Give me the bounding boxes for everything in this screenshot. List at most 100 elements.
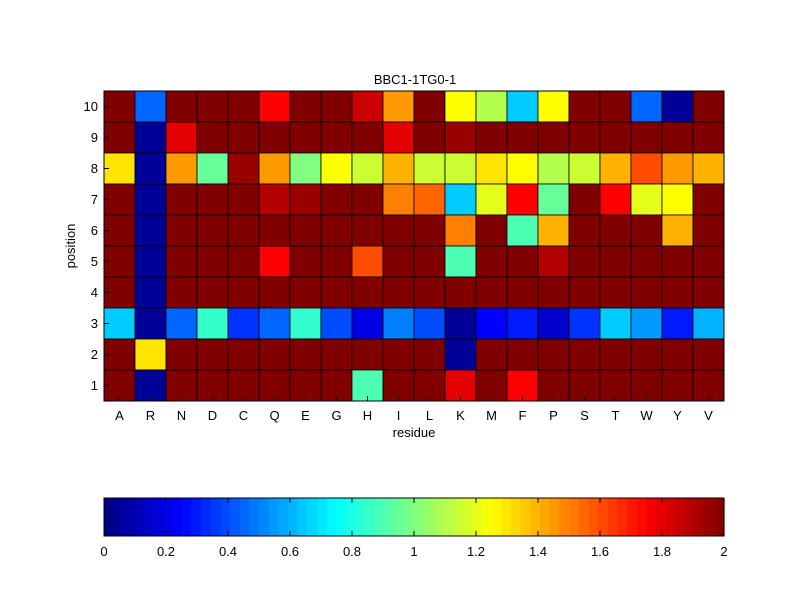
heatmap-cell [444,307,477,340]
x-tick-label: G [331,408,341,423]
colorbar-segment [142,498,154,536]
x-tick-label: F [519,408,527,423]
heatmap-cell [351,90,384,123]
heatmap-cell [692,90,725,123]
colorbar-segment [452,498,464,536]
colorbar-segment [423,498,434,536]
heatmap-cell [599,338,632,371]
heatmap-cell [506,90,539,123]
heatmap-cell [134,90,167,123]
colorbar [104,498,725,536]
heatmap-cell [475,245,508,278]
heatmap-cell [320,152,353,185]
heatmap-cell [289,183,322,216]
heatmap-cell [258,338,291,371]
heatmap-cell [475,152,508,185]
heatmap-cell [630,183,663,216]
heatmap-cell [103,369,136,402]
heatmap-cell [630,214,663,247]
heatmap-cell [134,152,167,185]
colorbar-segment [549,498,560,536]
colorbar-segment [472,498,483,536]
heatmap-cell [537,245,570,278]
x-tick-label: Y [673,408,682,423]
heatmap-cell [258,90,291,123]
colorbar-segment [365,498,376,536]
heatmap-cell [692,338,725,371]
heatmap-cell [413,214,446,247]
heatmap-cell [444,152,477,185]
heatmap-cell [413,152,446,185]
heatmap-cell [444,183,477,216]
heatmap-cell [165,369,198,402]
heatmap-cell [413,307,446,340]
heatmap-grid [103,90,725,402]
heatmap-cell [289,338,322,371]
heatmap-cell [165,276,198,309]
colorbar-segment [181,498,192,536]
heatmap-cell [227,276,260,309]
heatmap-cell [630,338,663,371]
heatmap-cell [692,307,725,340]
heatmap-cell [134,121,167,154]
heatmap-cell [382,276,415,309]
colorbar-segment [384,498,396,536]
heatmap-cell [568,152,601,185]
heatmap-cell [351,307,384,340]
heatmap-cell [630,307,663,340]
heatmap-cell [227,307,260,340]
heatmap-cell [413,90,446,123]
colorbar-ticks: 0 0.2 0.4 0.6 0.8 1 1.2 1.4 1.6 1.8 2 [100,498,728,559]
x-tick-label: I [397,408,401,423]
colorbar-tick-label: 0 [100,544,107,559]
heatmap-cell [320,214,353,247]
heatmap-cell [475,121,508,154]
heatmap-cell [506,369,539,402]
heatmap-cell [413,183,446,216]
x-tick-label: R [146,408,155,423]
x-axis-label: residue [393,425,436,440]
heatmap-cell [630,276,663,309]
colorbar-segment [491,498,502,536]
heatmap-cell [134,214,167,247]
heatmap-cell [103,121,136,154]
heatmap-cell [537,183,570,216]
heatmap-cell [413,121,446,154]
heatmap-cell [692,276,725,309]
heatmap-cell [537,338,570,371]
y-tick-label: 9 [91,130,98,145]
y-axis-ticks: 10 9 8 7 6 5 4 3 2 1 [84,99,109,393]
y-tick-label: 6 [91,223,98,238]
heatmap-cell [196,214,229,247]
x-tick-label: K [456,408,465,423]
heatmap-cell [661,338,694,371]
heatmap-cell [475,338,508,371]
heatmap-cell [568,245,601,278]
colorbar-segment [249,498,260,536]
heatmap-cell [351,121,384,154]
colorbar-segment [278,498,289,536]
colorbar-segment [559,498,570,536]
heatmap-cell [165,338,198,371]
colorbar-segment [104,498,115,536]
colorbar-tick-label: 2 [720,544,727,559]
heatmap-cell [661,276,694,309]
heatmap-cell [506,121,539,154]
heatmap-cell [351,183,384,216]
heatmap-cell [692,369,725,402]
heatmap-cell [692,214,725,247]
heatmap-cell [289,276,322,309]
heatmap-cell [599,121,632,154]
colorbar-segment [355,498,367,536]
heatmap-cell [506,214,539,247]
heatmap-cell [227,214,260,247]
heatmap-cell [661,121,694,154]
colorbar-segment [501,498,512,536]
colorbar-segment [656,498,667,536]
heatmap-cell [165,90,198,123]
colorbar-segment [229,498,241,536]
heatmap-cell [258,245,291,278]
heatmap-cell [506,307,539,340]
heatmap-cell [289,245,322,278]
colorbar-tick-label: 1.8 [653,544,671,559]
